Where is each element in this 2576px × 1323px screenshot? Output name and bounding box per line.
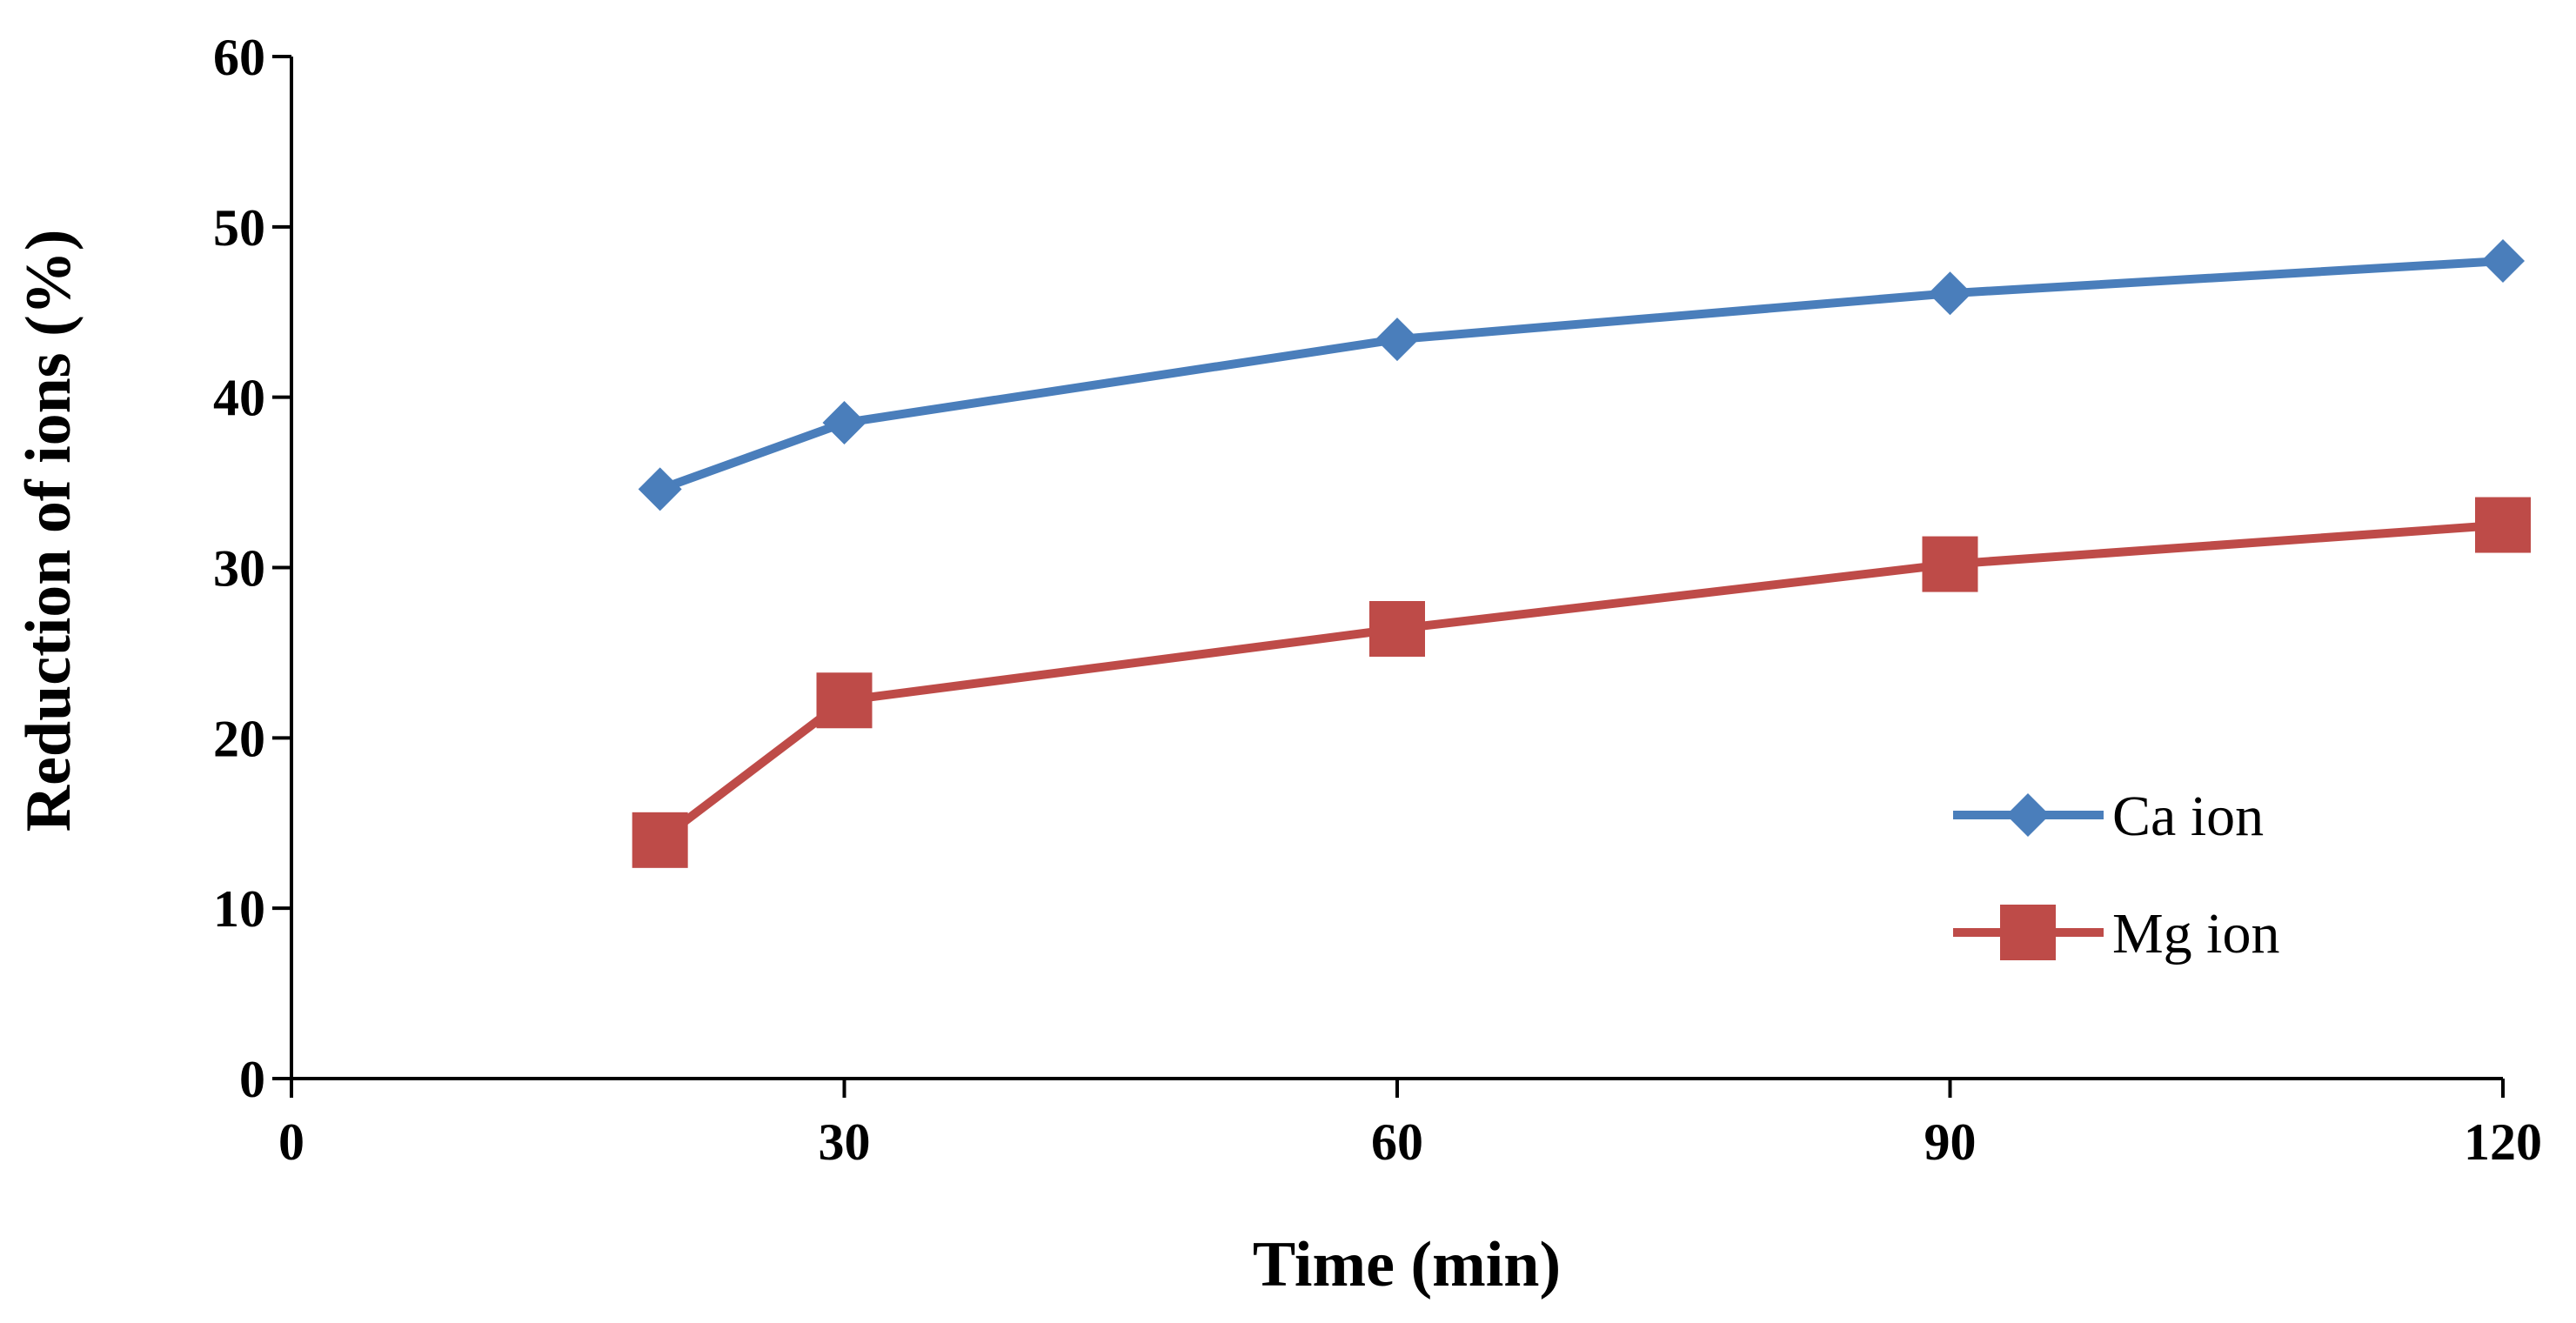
x-tick-label-60: 60 [1371,1113,1423,1171]
series-line-ca-ion [658,257,2504,494]
point-mg-ion-60 [1369,601,1425,657]
series-mg-ion [632,497,2531,868]
series-ca-ion [638,239,2525,511]
y-tick-label-60: 60 [213,29,265,86]
x-tick-label-0: 0 [278,1113,304,1171]
y-tick-label-40: 40 [213,370,265,427]
y-tick-label-20: 20 [213,710,265,767]
x-tick-label-30: 30 [819,1113,871,1171]
point-ca-ion-120 [2481,239,2525,283]
point-mg-ion-90 [1922,536,1978,592]
point-mg-ion-20 [632,812,688,868]
series-layer [632,239,2531,868]
x-axis-title: Time (min) [1253,1229,1561,1300]
legend-marker-ca-ion [2006,793,2050,837]
y-tick-label-0: 0 [239,1051,265,1108]
legend-item-mg-ion: Mg ion [1953,902,2280,966]
legend-item-ca-ion: Ca ion [1953,785,2264,848]
x-tick-label-120: 120 [2464,1113,2542,1171]
y-tick-label-10: 10 [213,880,265,938]
legend-label-mg-ion: Mg ion [2112,902,2280,966]
point-ca-ion-60 [1375,317,1419,362]
point-mg-ion-120 [2475,497,2531,553]
point-ca-ion-30 [822,401,866,445]
point-mg-ion-30 [816,672,873,729]
x-tick-label-90: 90 [1924,1113,1977,1171]
y-tick-label-50: 50 [213,199,265,257]
legend-marker-mg-ion [2000,905,2056,960]
legend: Ca ion Mg ion [1953,785,2280,966]
legend-label-ca-ion: Ca ion [2112,785,2264,848]
axes: 0 10 20 30 40 50 60 0 30 60 90 120 [213,29,2542,1171]
point-ca-ion-90 [1928,271,1972,316]
y-tick-label-30: 30 [213,540,265,598]
point-ca-ion-20 [638,467,682,511]
y-axis-title: Reduction of ions (%) [13,230,84,832]
